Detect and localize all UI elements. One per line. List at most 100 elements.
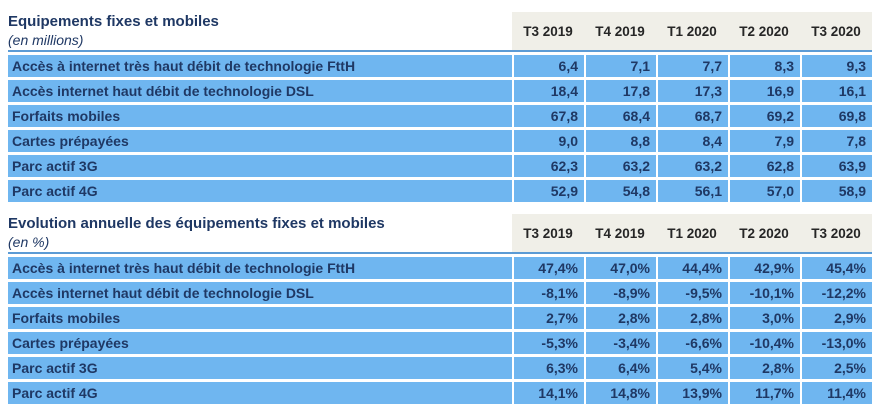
value-cell: 2,8% xyxy=(658,307,728,329)
column-header: T1 2020 xyxy=(667,23,717,39)
table-row: Parc actif 3G 6,3% 6,4% 5,4% 2,8% 2,5% xyxy=(8,357,872,379)
value-cell: 47,0% xyxy=(586,257,656,279)
value-cell: 17,3 xyxy=(658,80,728,102)
value-cell: -9,5% xyxy=(658,282,728,304)
row-label-cell: Accès internet haut débit de technologie… xyxy=(8,282,512,304)
value-cell: 2,5% xyxy=(802,357,872,379)
evolution-table-section: Evolution annuelle des équipements fixes… xyxy=(8,210,872,404)
column-header-band: T3 2019 T4 2019 T1 2020 T2 2020 T3 2020 xyxy=(512,12,872,50)
column-header: T3 2019 xyxy=(523,225,573,241)
table-row: Parc actif 4G 52,9 54,8 56,1 57,0 58,9 xyxy=(8,180,872,202)
evolution-table-header: Evolution annuelle des équipements fixes… xyxy=(8,210,872,252)
column-header: T3 2020 xyxy=(811,225,861,241)
value-cell: 16,1 xyxy=(802,80,872,102)
value-cell: 47,4% xyxy=(514,257,584,279)
value-cell: 68,4 xyxy=(586,105,656,127)
table-row: Accès à internet très haut débit de tech… xyxy=(8,257,872,279)
value-cell: 63,2 xyxy=(586,155,656,177)
column-header: T3 2019 xyxy=(523,23,573,39)
table-row: Accès internet haut débit de technologie… xyxy=(8,282,872,304)
column-header: T2 2020 xyxy=(739,225,789,241)
value-cell: 6,3% xyxy=(514,357,584,379)
column-header: T3 2020 xyxy=(811,23,861,39)
value-cell: 3,0% xyxy=(730,307,800,329)
value-cell: -8,1% xyxy=(514,282,584,304)
value-cell: 16,9 xyxy=(730,80,800,102)
column-header: T1 2020 xyxy=(667,225,717,241)
row-label-cell: Accès internet haut débit de technologie… xyxy=(8,80,512,102)
value-cell: 14,8% xyxy=(586,382,656,404)
equipment-table-header: Equipements fixes et mobiles (en million… xyxy=(8,8,872,50)
value-cell: 7,7 xyxy=(658,55,728,77)
table-row: Accès internet haut débit de technologie… xyxy=(8,80,872,102)
value-cell: 56,1 xyxy=(658,180,728,202)
value-cell: 57,0 xyxy=(730,180,800,202)
value-cell: 54,8 xyxy=(586,180,656,202)
value-cell: 45,4% xyxy=(802,257,872,279)
value-cell: 8,4 xyxy=(658,130,728,152)
table-row: Forfaits mobiles 2,7% 2,8% 2,8% 3,0% 2,9% xyxy=(8,307,872,329)
value-cell: 6,4 xyxy=(514,55,584,77)
table-title: Equipements fixes et mobiles xyxy=(8,13,219,30)
table-row: Cartes prépayées 9,0 8,8 8,4 7,9 7,8 xyxy=(8,130,872,152)
column-header: T4 2019 xyxy=(595,225,645,241)
value-cell: 67,8 xyxy=(514,105,584,127)
value-cell: 9,3 xyxy=(802,55,872,77)
value-cell: 8,8 xyxy=(586,130,656,152)
table-rows: Accès à internet très haut débit de tech… xyxy=(8,55,872,202)
value-cell: 58,9 xyxy=(802,180,872,202)
table-row: Parc actif 4G 14,1% 14,8% 13,9% 11,7% 11,4% xyxy=(8,382,872,404)
column-header-band: T3 2019 T4 2019 T1 2020 T2 2020 T3 2020 xyxy=(512,214,872,252)
value-cell: 17,8 xyxy=(586,80,656,102)
row-label-cell: Parc actif 3G xyxy=(8,357,512,379)
value-cell: 2,9% xyxy=(802,307,872,329)
value-cell: 52,9 xyxy=(514,180,584,202)
value-cell: -12,2% xyxy=(802,282,872,304)
value-cell: -10,4% xyxy=(730,332,800,354)
value-cell: 69,8 xyxy=(802,105,872,127)
table-row: Cartes prépayées -5,3% -3,4% -6,6% -10,4% -13… xyxy=(8,332,872,354)
row-label-cell: Accès à internet très haut débit de tech… xyxy=(8,257,512,279)
value-cell: 9,0 xyxy=(514,130,584,152)
row-label-cell: Cartes prépayées xyxy=(8,332,512,354)
value-cell: -10,1% xyxy=(730,282,800,304)
column-header: T4 2019 xyxy=(595,23,645,39)
divider-line xyxy=(8,50,872,52)
value-cell: 62,3 xyxy=(514,155,584,177)
value-cell: 2,8% xyxy=(730,357,800,379)
value-cell: -8,9% xyxy=(586,282,656,304)
value-cell: -5,3% xyxy=(514,332,584,354)
value-cell: 63,9 xyxy=(802,155,872,177)
column-header: T2 2020 xyxy=(739,23,789,39)
value-cell: 63,2 xyxy=(658,155,728,177)
value-cell: 11,4% xyxy=(802,382,872,404)
value-cell: 62,8 xyxy=(730,155,800,177)
table-row: Accès à internet très haut débit de tech… xyxy=(8,55,872,77)
row-label-cell: Parc actif 3G xyxy=(8,155,512,177)
value-cell: 2,7% xyxy=(514,307,584,329)
table-subtitle: (en %) xyxy=(8,234,50,250)
value-cell: -6,6% xyxy=(658,332,728,354)
value-cell: 42,9% xyxy=(730,257,800,279)
row-label-cell: Accès à internet très haut débit de tech… xyxy=(8,55,512,77)
equipment-table-section: Equipements fixes et mobiles (en million… xyxy=(8,8,872,202)
table-row: Parc actif 3G 62,3 63,2 63,2 62,8 63,9 xyxy=(8,155,872,177)
value-cell: -3,4% xyxy=(586,332,656,354)
value-cell: 69,2 xyxy=(730,105,800,127)
divider-line xyxy=(8,252,872,254)
value-cell: -13,0% xyxy=(802,332,872,354)
value-cell: 2,8% xyxy=(586,307,656,329)
table-rows: Accès à internet très haut débit de tech… xyxy=(8,257,872,404)
value-cell: 7,9 xyxy=(730,130,800,152)
row-label-cell: Parc actif 4G xyxy=(8,382,512,404)
value-cell: 11,7% xyxy=(730,382,800,404)
value-cell: 18,4 xyxy=(514,80,584,102)
row-label-cell: Forfaits mobiles xyxy=(8,307,512,329)
row-label-cell: Parc actif 4G xyxy=(8,180,512,202)
value-cell: 5,4% xyxy=(658,357,728,379)
table-title-box: Evolution annuelle des équipements fixes… xyxy=(8,210,512,252)
value-cell: 7,8 xyxy=(802,130,872,152)
table-title-box: Equipements fixes et mobiles (en million… xyxy=(8,8,512,50)
row-label-cell: Cartes prépayées xyxy=(8,130,512,152)
